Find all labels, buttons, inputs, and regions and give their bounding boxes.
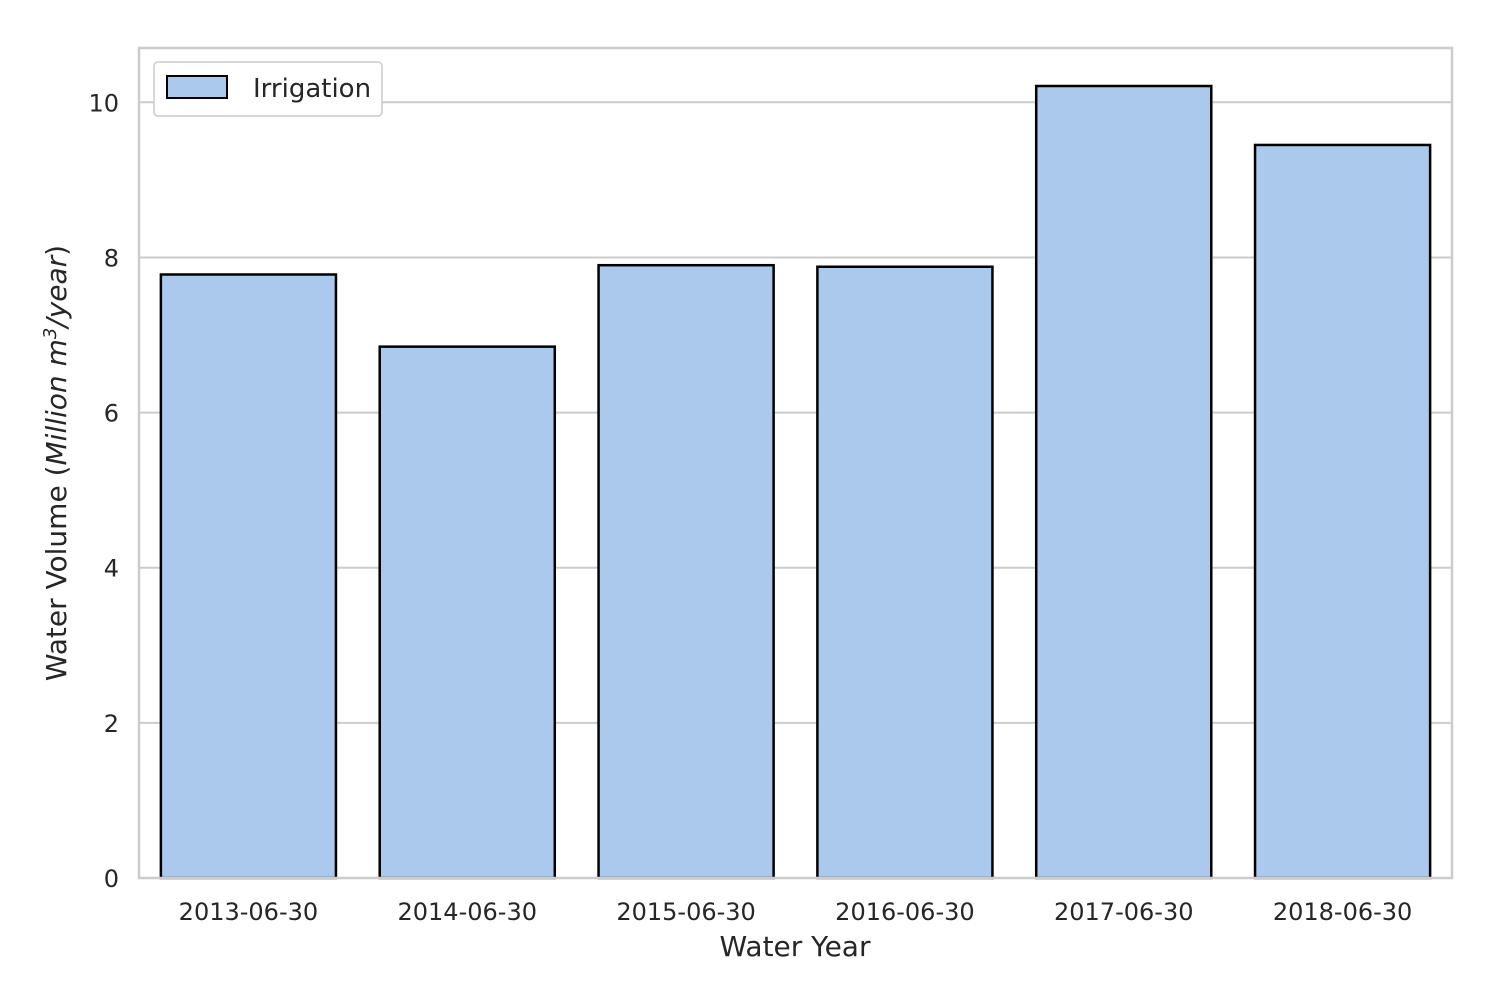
bar [597,263,775,880]
x-tick-label: 2013-06-30 [179,898,318,926]
bar [1034,84,1213,880]
bar [1253,143,1432,880]
legend-label: Irrigation [253,74,371,104]
legend-swatch [166,75,228,99]
y-axis-title-exponent: 3 [40,328,61,339]
y-tick-label: 2 [104,710,119,738]
legend: Irrigation [153,61,383,117]
x-tick-labels: 2013-06-30 2014-06-30 2015-06-30 2016-06-30… [179,898,1413,926]
x-tick-label: 2014-06-30 [398,898,537,926]
y-axis-title-prefix: Water Volume ( [40,465,73,681]
x-tick-label: 2018-06-30 [1273,898,1412,926]
y-axis-title-unit-rest: /year [40,254,73,330]
plot-frame [137,46,1454,880]
y-tick-labels: 0 2 4 6 8 10 [88,89,119,893]
x-axis-title: Water Year [720,930,871,963]
y-tick-label: 4 [104,555,119,583]
x-tick-label: 2015-06-30 [616,898,755,926]
x-tick-label: 2017-06-30 [1054,898,1193,926]
y-axis-title: Water Volume (Million m3/year) [40,245,74,681]
x-tick-label: 2016-06-30 [835,898,974,926]
bar [816,265,994,880]
bar [159,273,338,880]
bars [159,84,1432,880]
y-tick-label: 6 [104,400,119,428]
bar [378,345,557,880]
y-axis-title-suffix: ) [40,245,73,256]
y-tick-label: 10 [88,89,119,117]
y-tick-label: 0 [104,865,119,893]
y-axis-title-unit: Million m [40,339,73,465]
y-tick-label: 8 [104,244,119,272]
